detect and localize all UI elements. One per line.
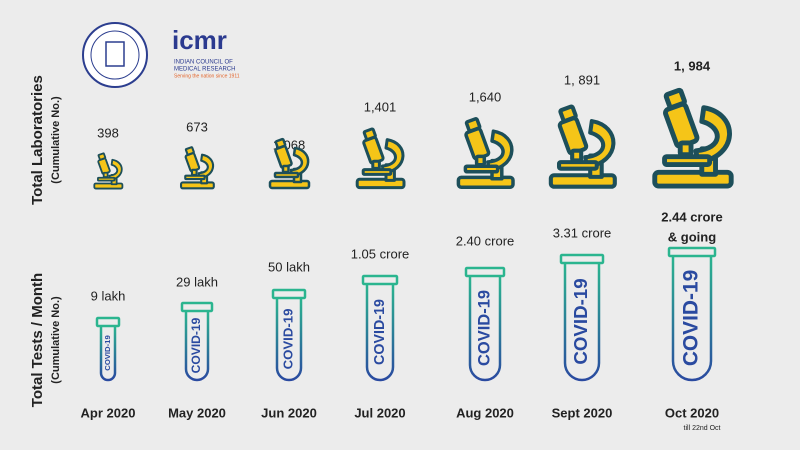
part bbox=[184, 146, 195, 156]
month-label: Oct 2020 bbox=[665, 405, 719, 420]
tests-value: 9 lakh bbox=[91, 288, 126, 303]
tests-value: 3.31 crore bbox=[553, 225, 612, 240]
month-label: Jul 2020 bbox=[354, 405, 405, 420]
emblem bbox=[82, 22, 148, 88]
row-subtitle: (Cumulative No.) bbox=[50, 96, 62, 184]
tube-label: COVID-19 bbox=[475, 290, 493, 366]
part bbox=[184, 174, 206, 181]
part bbox=[371, 159, 381, 170]
tests-note: & going bbox=[668, 229, 716, 244]
part bbox=[583, 119, 616, 170]
tube-cap bbox=[180, 301, 214, 313]
tagline: Serving the nation since 1911 bbox=[174, 73, 240, 79]
part bbox=[464, 117, 482, 133]
part bbox=[274, 137, 287, 150]
part bbox=[556, 160, 599, 171]
part bbox=[361, 168, 393, 176]
part bbox=[558, 104, 578, 123]
part bbox=[97, 176, 116, 182]
tube-label: COVID-19 bbox=[103, 335, 112, 370]
row-title: Total Tests / Month bbox=[29, 273, 46, 407]
microscope-icon bbox=[179, 146, 215, 190]
part bbox=[108, 158, 123, 181]
tests-value: 2.40 crore bbox=[456, 233, 515, 248]
microscope-icon bbox=[355, 127, 406, 190]
tube-label: COVID-19 bbox=[280, 309, 295, 370]
labs-value: 1, 984 bbox=[674, 58, 711, 73]
tube-cap bbox=[361, 274, 399, 286]
tube-cap bbox=[464, 266, 506, 278]
microscope-icon bbox=[456, 117, 515, 189]
tube-label: COVID-19 bbox=[680, 270, 703, 366]
part bbox=[355, 177, 406, 190]
part bbox=[486, 129, 514, 173]
part bbox=[362, 127, 377, 141]
labs-value: 673 bbox=[186, 119, 208, 134]
labs-value: 398 bbox=[97, 125, 119, 140]
brand: icmr bbox=[172, 25, 227, 55]
part bbox=[662, 154, 713, 167]
month-label: Apr 2020 bbox=[81, 405, 136, 420]
part bbox=[197, 153, 215, 180]
test-tube bbox=[99, 326, 117, 382]
part bbox=[693, 105, 732, 166]
test-tube bbox=[365, 284, 395, 382]
part bbox=[289, 146, 310, 178]
tube-cap bbox=[271, 288, 307, 300]
part bbox=[102, 171, 109, 178]
row-title: Total Laboratories bbox=[29, 75, 46, 205]
test-tube bbox=[184, 311, 210, 382]
tube-label: COVID-19 bbox=[372, 299, 388, 365]
tube-cap bbox=[667, 246, 717, 258]
row-subtitle: (Cumulative No.) bbox=[50, 296, 62, 384]
labs-value: 1,401 bbox=[364, 99, 397, 114]
tests-value: 50 lakh bbox=[268, 259, 310, 274]
tube-label: COVID-19 bbox=[189, 317, 203, 373]
month-label: Aug 2020 bbox=[456, 405, 514, 420]
tube-cap bbox=[95, 316, 121, 328]
part bbox=[179, 181, 215, 190]
part bbox=[663, 87, 687, 110]
microscope-icon bbox=[268, 137, 311, 190]
part bbox=[474, 154, 487, 167]
month-note: till 22nd Oct bbox=[684, 425, 721, 432]
columns: Apr 2020 398 9 lakh COVID-19 May 2020 673 29 l… bbox=[81, 58, 734, 432]
month-label: Jun 2020 bbox=[261, 405, 317, 420]
microscope-icon bbox=[652, 87, 734, 189]
tube-cap bbox=[559, 253, 605, 265]
part bbox=[548, 173, 617, 189]
tests-value: 29 lakh bbox=[176, 274, 218, 289]
part bbox=[456, 175, 515, 189]
part bbox=[281, 164, 290, 174]
part bbox=[463, 164, 500, 174]
test-tube bbox=[468, 276, 502, 382]
part bbox=[93, 182, 124, 190]
month-label: May 2020 bbox=[168, 405, 226, 420]
part bbox=[380, 138, 405, 175]
tests-value: 2.44 crore bbox=[661, 209, 722, 224]
test-tube bbox=[563, 263, 601, 382]
part bbox=[268, 179, 311, 190]
test-tube bbox=[275, 298, 303, 382]
part bbox=[97, 152, 107, 161]
part bbox=[570, 148, 584, 163]
labs-value: 1,640 bbox=[469, 89, 502, 104]
brand-full: MEDICAL RESEARCH bbox=[174, 67, 235, 73]
month-label: Sept 2020 bbox=[552, 405, 613, 420]
microscope-icon bbox=[548, 104, 617, 189]
microscope-icon bbox=[93, 152, 124, 190]
brand-full: INDIAN COUNCIL OF bbox=[174, 60, 233, 66]
part bbox=[273, 171, 300, 179]
tube-label: COVID-19 bbox=[570, 278, 591, 364]
test-tube bbox=[671, 256, 713, 382]
part bbox=[652, 169, 734, 189]
labs-value: 1, 891 bbox=[564, 72, 600, 87]
part bbox=[190, 168, 198, 176]
part bbox=[677, 140, 694, 158]
tests-value: 1.05 crore bbox=[351, 246, 410, 261]
